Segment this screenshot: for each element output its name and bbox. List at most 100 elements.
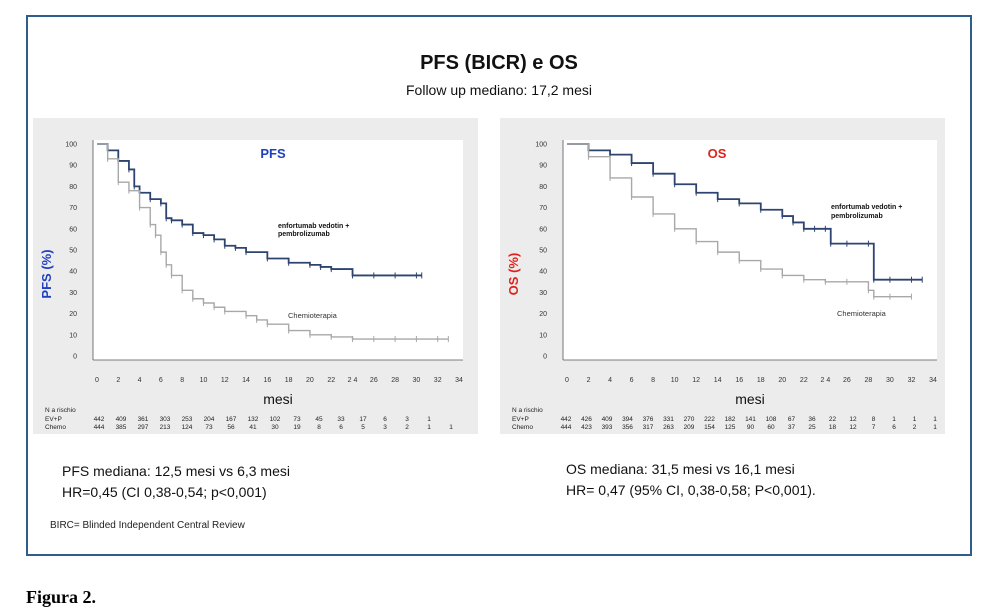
pfs-risk-value: 124 (182, 424, 193, 431)
os-risk-value: 60 (767, 424, 775, 431)
pfs-risk-value: 409 (116, 416, 127, 423)
pfs-risk-header: N a rischio (45, 407, 76, 414)
os-y-tick-label: 20 (539, 311, 547, 318)
os-plot-area (563, 140, 937, 360)
os-risk-value: 376 (643, 416, 654, 423)
pfs-series-label: Chemioterapia (288, 311, 338, 320)
os-y-tick-label: 40 (539, 269, 547, 276)
pfs-risk-value: 303 (160, 416, 171, 423)
os-risk-value: 25 (808, 424, 816, 431)
pfs-risk-value: 297 (138, 424, 149, 431)
os-y-tick-label: 0 (543, 354, 547, 361)
os-y-tick-label: 80 (539, 184, 547, 191)
os-x-tick-label: 20 (778, 377, 786, 384)
pfs-hr-text: HR=0,45 (CI 0,38-0,54; p<0,001) (62, 484, 267, 500)
os-risk-value: 90 (747, 424, 755, 431)
os-risk-value: 1 (892, 416, 896, 423)
pfs-risk-value: 5 (361, 424, 365, 431)
os-series-label: pembrolizumab (831, 213, 883, 220)
os-risk-row-label: EV+P (512, 416, 529, 423)
os-risk-value: 1 (913, 416, 917, 423)
pfs-risk-value: 3 (405, 416, 409, 423)
os-median-text: OS mediana: 31,5 mesi vs 16,1 mesi (566, 461, 795, 477)
pfs-risk-row-label: EV+P (45, 416, 62, 423)
os-risk-value: 222 (704, 416, 715, 423)
pfs-x-tick-label: 34 (455, 377, 463, 384)
pfs-risk-value: 73 (205, 424, 213, 431)
pfs-x-tick-label: 6 (159, 377, 163, 384)
pfs-x-tick-label: 32 (434, 377, 442, 384)
pfs-x-tick-label: 2 (116, 377, 120, 384)
pfs-y-tick-label: 90 (69, 163, 77, 170)
pfs-risk-value: 2 (405, 424, 409, 431)
pfs-y-tick-label: 10 (69, 332, 77, 339)
os-risk-value: 8 (872, 416, 876, 423)
pfs-panel: 100 90 80 70 60 50 40 30 20 10 0 0 2 4 6 8 10 12 14 16 18 20 2… (33, 118, 478, 434)
pfs-y-tick-label: 50 (69, 248, 77, 255)
pfs-x-tick-label: 12 (221, 377, 229, 384)
os-series-chemo-line (567, 143, 912, 298)
pfs-x-tick-label: 22 (327, 377, 335, 384)
pfs-x-tick-label: 14 (242, 377, 250, 384)
os-risk-value: 409 (602, 416, 613, 423)
pfs-plot-area (93, 140, 463, 360)
pfs-risk-value: 385 (116, 424, 127, 431)
os-risk-value: 108 (766, 416, 777, 423)
os-risk-value: 18 (829, 424, 837, 431)
os-risk-value: 1 (933, 424, 937, 431)
os-hr-text: HR= 0,47 (95% CI, 0,38-0,58; P<0,001). (566, 482, 816, 498)
pfs-x-tick-label: 2 4 (348, 377, 358, 384)
pfs-risk-value: 56 (227, 424, 235, 431)
os-risk-value: 12 (849, 424, 857, 431)
os-x-tick-label: 2 4 (820, 377, 830, 384)
pfs-risk-value: 45 (315, 416, 323, 423)
os-y-tick-label: 100 (535, 142, 547, 149)
os-x-tick-label: 0 (565, 377, 569, 384)
os-risk-row-label: Chemo (512, 424, 533, 431)
pfs-risk-value: 41 (249, 424, 257, 431)
pfs-x-tick-label: 30 (413, 377, 421, 384)
pfs-risk-value: 19 (293, 424, 301, 431)
os-risk-value: 154 (704, 424, 715, 431)
os-risk-header: N a rischio (512, 407, 543, 414)
pfs-risk-value: 1 (427, 424, 431, 431)
footnote: BIRC= Blinded Independent Central Review (50, 520, 245, 531)
pfs-risk-value: 253 (182, 416, 193, 423)
pfs-x-tick-label: 16 (263, 377, 271, 384)
os-y-tick-label: 30 (539, 290, 547, 297)
os-x-tick-label: 22 (800, 377, 808, 384)
os-risk-value: 444 (561, 424, 572, 431)
os-risk-value: 209 (684, 424, 695, 431)
os-x-axis-label: mesi (735, 391, 765, 407)
pfs-y-tick-label: 100 (65, 142, 77, 149)
pfs-risk-value: 17 (359, 416, 367, 423)
pfs-series-label: pembrolizumab (278, 231, 330, 238)
os-x-tick-label: 32 (908, 377, 916, 384)
os-x-tick-label: 34 (929, 377, 937, 384)
pfs-risk-value: 1 (427, 416, 431, 423)
os-risk-value: 423 (581, 424, 592, 431)
pfs-y-tick-label: 30 (69, 290, 77, 297)
os-x-tick-label: 8 (651, 377, 655, 384)
os-x-tick-label: 18 (757, 377, 765, 384)
pfs-y-tick-label: 40 (69, 269, 77, 276)
os-risk-value: 67 (788, 416, 796, 423)
pfs-y-tick-label: 60 (69, 226, 77, 233)
os-x-tick-label: 12 (692, 377, 700, 384)
pfs-risk-value: 132 (248, 416, 259, 423)
figure-caption: Figura 2. (26, 587, 96, 607)
os-risk-value: 12 (849, 416, 857, 423)
os-y-tick-label: 50 (539, 248, 547, 255)
os-risk-value: 36 (808, 416, 816, 423)
os-x-tick-label: 14 (714, 377, 722, 384)
pfs-x-axis-label: mesi (263, 391, 293, 407)
pfs-x-tick-label: 28 (391, 377, 399, 384)
os-y-axis-label: OS (%) (506, 253, 521, 296)
pfs-risk-value: 33 (337, 416, 345, 423)
os-y-tick-label: 10 (539, 332, 547, 339)
os-risk-value: 356 (622, 424, 633, 431)
pfs-median-text: PFS mediana: 12,5 mesi vs 6,3 mesi (62, 463, 290, 479)
pfs-risk-value: 30 (271, 424, 279, 431)
pfs-x-tick-label: 4 (138, 377, 142, 384)
